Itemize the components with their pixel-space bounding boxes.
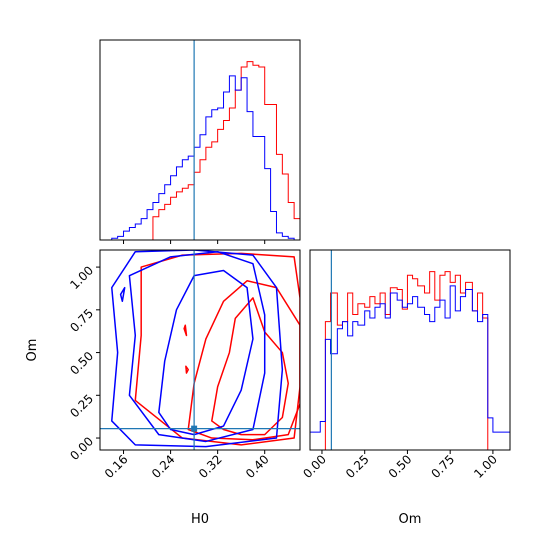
contour-ytick-label-2: 0.50 [67, 349, 96, 378]
contour-xtick-label-2: 0.32 [196, 452, 225, 481]
contour-ylabel: Om [25, 339, 40, 362]
h0-histogram-frame [99, 39, 301, 241]
histogram-panel-h0 [99, 39, 301, 244]
contour-panel-h0-om: 0.16 0.24 0.32 0.40 0.00 0.25 0.50 0.75 1.00 H0 Om [25, 249, 301, 527]
contour-level-1 [187, 280, 300, 441]
histogram-panel-om: 0.00 0.25 0.50 0.75 1.00 Om [300, 249, 511, 527]
om-xtick-label-3: 0.75 [428, 452, 457, 481]
contour-level-6 [183, 324, 188, 337]
h0-histogram-series-0 [100, 61, 301, 241]
contour-level-4 [128, 250, 266, 443]
h0-histogram-series-1 [100, 75, 300, 241]
contour-xtick-label-1: 0.24 [149, 452, 178, 481]
contour-level-7 [185, 365, 189, 374]
contour-xtick-label-3: 0.40 [243, 452, 272, 481]
om-histogram-series-1 [309, 285, 511, 450]
truth-marker [191, 425, 198, 432]
contour-level-3 [158, 269, 254, 436]
contour-level-2 [134, 252, 300, 446]
contour-lines [111, 250, 300, 448]
om-xlabel: Om [399, 512, 422, 527]
contour-frame [99, 249, 301, 451]
om-xtick-label-2: 0.50 [386, 452, 415, 481]
contour-level-8 [119, 286, 126, 303]
contour-ytick-label-3: 0.75 [67, 306, 96, 335]
contour-ytick-label-1: 0.25 [67, 392, 96, 421]
om-xtick-label-4: 1.00 [471, 452, 500, 481]
contour-ytick-label-0: 0.00 [67, 434, 96, 463]
contour-xlabel: H0 [191, 512, 209, 527]
contour-level-0 [211, 297, 289, 436]
om-xtick-label-0: 0.00 [300, 452, 329, 481]
om-histogram-series-0 [310, 271, 510, 451]
om-histogram-frame [309, 249, 511, 451]
contour-ytick-label-4: 1.00 [67, 263, 96, 292]
om-xtick-label-1: 0.25 [343, 452, 372, 481]
contour-xtick-label-0: 0.16 [102, 452, 131, 481]
